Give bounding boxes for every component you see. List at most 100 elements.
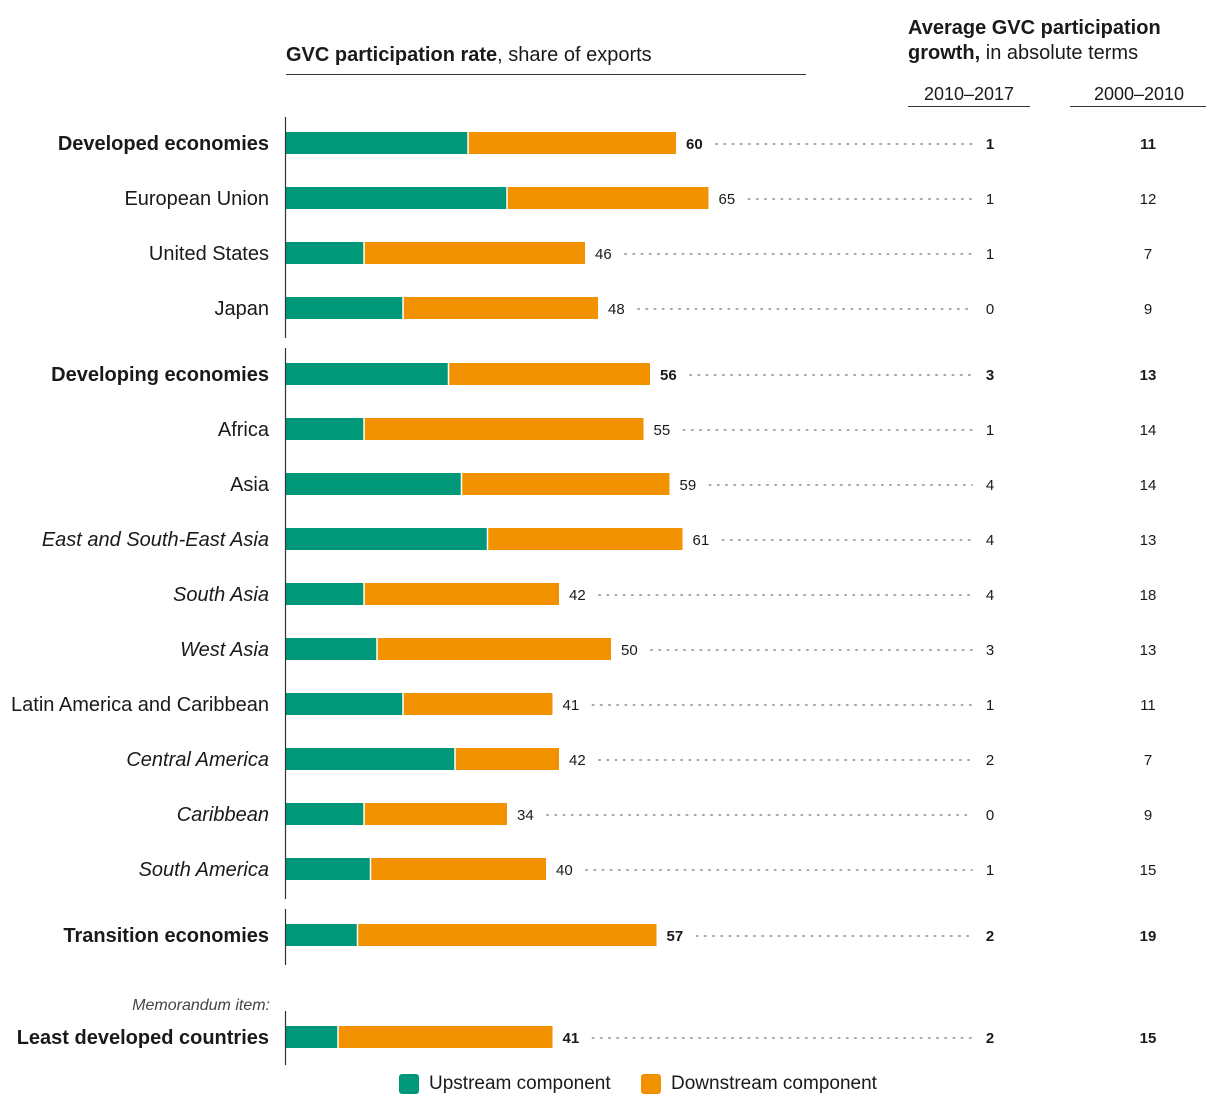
value-label-central-america: 42 xyxy=(569,752,586,769)
growth-2010-2017-developing-economies: 3 xyxy=(986,367,994,384)
growth-2010-2017-caribbean: 0 xyxy=(986,807,994,824)
col-2010-2017-header: 2010–2017 xyxy=(908,84,1030,105)
bar-downstream-latin-america-and-caribbean xyxy=(403,693,553,715)
row-label-east-and-south-east-asia: East and South-East Asia xyxy=(42,529,269,551)
growth-2000-2010-south-america: 15 xyxy=(1140,862,1157,879)
row-label-united-states: United States xyxy=(149,243,269,265)
growth-2010-2017-least-developed-countries: 2 xyxy=(986,1030,994,1047)
left-column-title: GVC participation rate, share of exports xyxy=(286,44,652,67)
growth-2010-2017-japan: 0 xyxy=(986,301,994,318)
value-label-developing-economies: 56 xyxy=(660,367,677,384)
bar-downstream-japan xyxy=(403,297,598,319)
left-title-rest: , share of exports xyxy=(497,44,652,66)
row-label-west-asia: West Asia xyxy=(180,639,269,661)
legend-upstream-label: Upstream component xyxy=(429,1073,611,1094)
growth-2010-2017-transition-economies: 2 xyxy=(986,928,994,945)
growth-2010-2017-central-america: 2 xyxy=(986,752,994,769)
value-label-east-and-south-east-asia: 61 xyxy=(693,532,710,549)
bar-upstream-south-america xyxy=(286,858,371,880)
bar-downstream-united-states xyxy=(364,242,585,264)
growth-2000-2010-south-asia: 18 xyxy=(1140,587,1157,604)
col-2000-2010-rule xyxy=(1070,106,1206,108)
growth-2010-2017-united-states: 1 xyxy=(986,246,994,263)
bar-downstream-least-developed-countries xyxy=(338,1026,553,1048)
growth-2010-2017-latin-america-and-caribbean: 1 xyxy=(986,697,994,714)
row-label-developing-economies: Developing economies xyxy=(51,364,269,386)
row-label-least-developed-countries: Least developed countries xyxy=(17,1027,269,1049)
growth-2000-2010-east-and-south-east-asia: 13 xyxy=(1140,532,1157,549)
bar-upstream-japan xyxy=(286,297,403,319)
growth-2000-2010-japan: 9 xyxy=(1144,301,1152,318)
bar-downstream-south-asia xyxy=(364,583,559,605)
bar-upstream-transition-economies xyxy=(286,924,358,946)
growth-2010-2017-east-and-south-east-asia: 4 xyxy=(986,532,994,549)
growth-2010-2017-west-asia: 3 xyxy=(986,642,994,659)
value-label-least-developed-countries: 41 xyxy=(563,1030,580,1047)
bar-upstream-central-america xyxy=(286,748,455,770)
row-label-south-asia: South Asia xyxy=(173,584,269,606)
growth-2000-2010-central-america: 7 xyxy=(1144,752,1152,769)
bar-upstream-east-and-south-east-asia xyxy=(286,528,488,550)
value-label-european-union: 65 xyxy=(719,191,736,208)
value-label-asia: 59 xyxy=(680,477,697,494)
bar-upstream-asia xyxy=(286,473,462,495)
bar-downstream-africa xyxy=(364,418,644,440)
value-label-transition-economies: 57 xyxy=(667,928,684,945)
col-2000-2010-header: 2000–2010 xyxy=(1070,84,1208,105)
growth-2000-2010-asia: 14 xyxy=(1140,477,1157,494)
left-title-bold: GVC participation rate xyxy=(286,44,498,66)
growth-2000-2010-caribbean: 9 xyxy=(1144,807,1152,824)
growth-2010-2017-africa: 1 xyxy=(986,422,994,439)
growth-2010-2017-european-union: 1 xyxy=(986,191,994,208)
legend-downstream-label: Downstream component xyxy=(671,1073,877,1094)
growth-2000-2010-european-union: 12 xyxy=(1140,191,1157,208)
legend-downstream-swatch xyxy=(641,1074,661,1094)
row-label-developed-economies: Developed economies xyxy=(58,133,269,155)
value-label-west-asia: 50 xyxy=(621,642,638,659)
col-2010-2017-rule xyxy=(908,106,1030,108)
bar-downstream-transition-economies xyxy=(357,924,657,946)
legend-downstream: Downstream component xyxy=(641,1072,877,1096)
bar-upstream-united-states xyxy=(286,242,364,264)
growth-2010-2017-south-america: 1 xyxy=(986,862,994,879)
growth-2000-2010-united-states: 7 xyxy=(1144,246,1152,263)
legend-upstream-swatch xyxy=(399,1074,419,1094)
bar-downstream-developing-economies xyxy=(448,363,650,385)
bar-downstream-caribbean xyxy=(364,803,507,825)
value-label-caribbean: 34 xyxy=(517,807,534,824)
row-label-asia: Asia xyxy=(230,474,270,496)
value-label-south-asia: 42 xyxy=(569,587,586,604)
value-label-south-america: 40 xyxy=(556,862,573,879)
value-label-united-states: 46 xyxy=(595,246,612,263)
bar-upstream-west-asia xyxy=(286,638,377,660)
row-label-european-union: European Union xyxy=(124,188,269,210)
row-label-africa: Africa xyxy=(218,419,270,441)
row-label-japan: Japan xyxy=(215,298,270,320)
value-label-developed-economies: 60 xyxy=(686,136,703,153)
value-label-japan: 48 xyxy=(608,301,625,318)
bar-upstream-caribbean xyxy=(286,803,364,825)
bar-upstream-africa xyxy=(286,418,364,440)
growth-2000-2010-developing-economies: 13 xyxy=(1140,367,1157,384)
memorandum-label: Memorandum item: xyxy=(132,997,270,1014)
right-title-line1: Average GVC participation xyxy=(908,17,1161,39)
bar-downstream-asia xyxy=(461,473,670,495)
row-label-central-america: Central America xyxy=(126,749,269,771)
bar-downstream-south-america xyxy=(370,858,546,880)
bar-upstream-south-asia xyxy=(286,583,364,605)
row-label-transition-economies: Transition economies xyxy=(63,925,269,947)
bar-downstream-developed-economies xyxy=(468,132,676,154)
bar-upstream-developing-economies xyxy=(286,363,449,385)
growth-2000-2010-transition-economies: 19 xyxy=(1140,928,1157,945)
row-label-caribbean: Caribbean xyxy=(177,804,269,826)
row-label-south-america: South America xyxy=(139,859,269,881)
growth-2010-2017-asia: 4 xyxy=(986,477,994,494)
row-label-latin-america-and-caribbean: Latin America and Caribbean xyxy=(11,694,269,716)
col-2010-2017-label: 2010–2017 xyxy=(923,84,1015,104)
growth-2000-2010-developed-economies: 11 xyxy=(1140,136,1156,153)
bar-downstream-west-asia xyxy=(377,638,611,660)
right-title-line2-bold: growth, xyxy=(908,42,981,64)
growth-2000-2010-west-asia: 13 xyxy=(1140,642,1157,659)
growth-2000-2010-least-developed-countries: 15 xyxy=(1140,1030,1157,1047)
